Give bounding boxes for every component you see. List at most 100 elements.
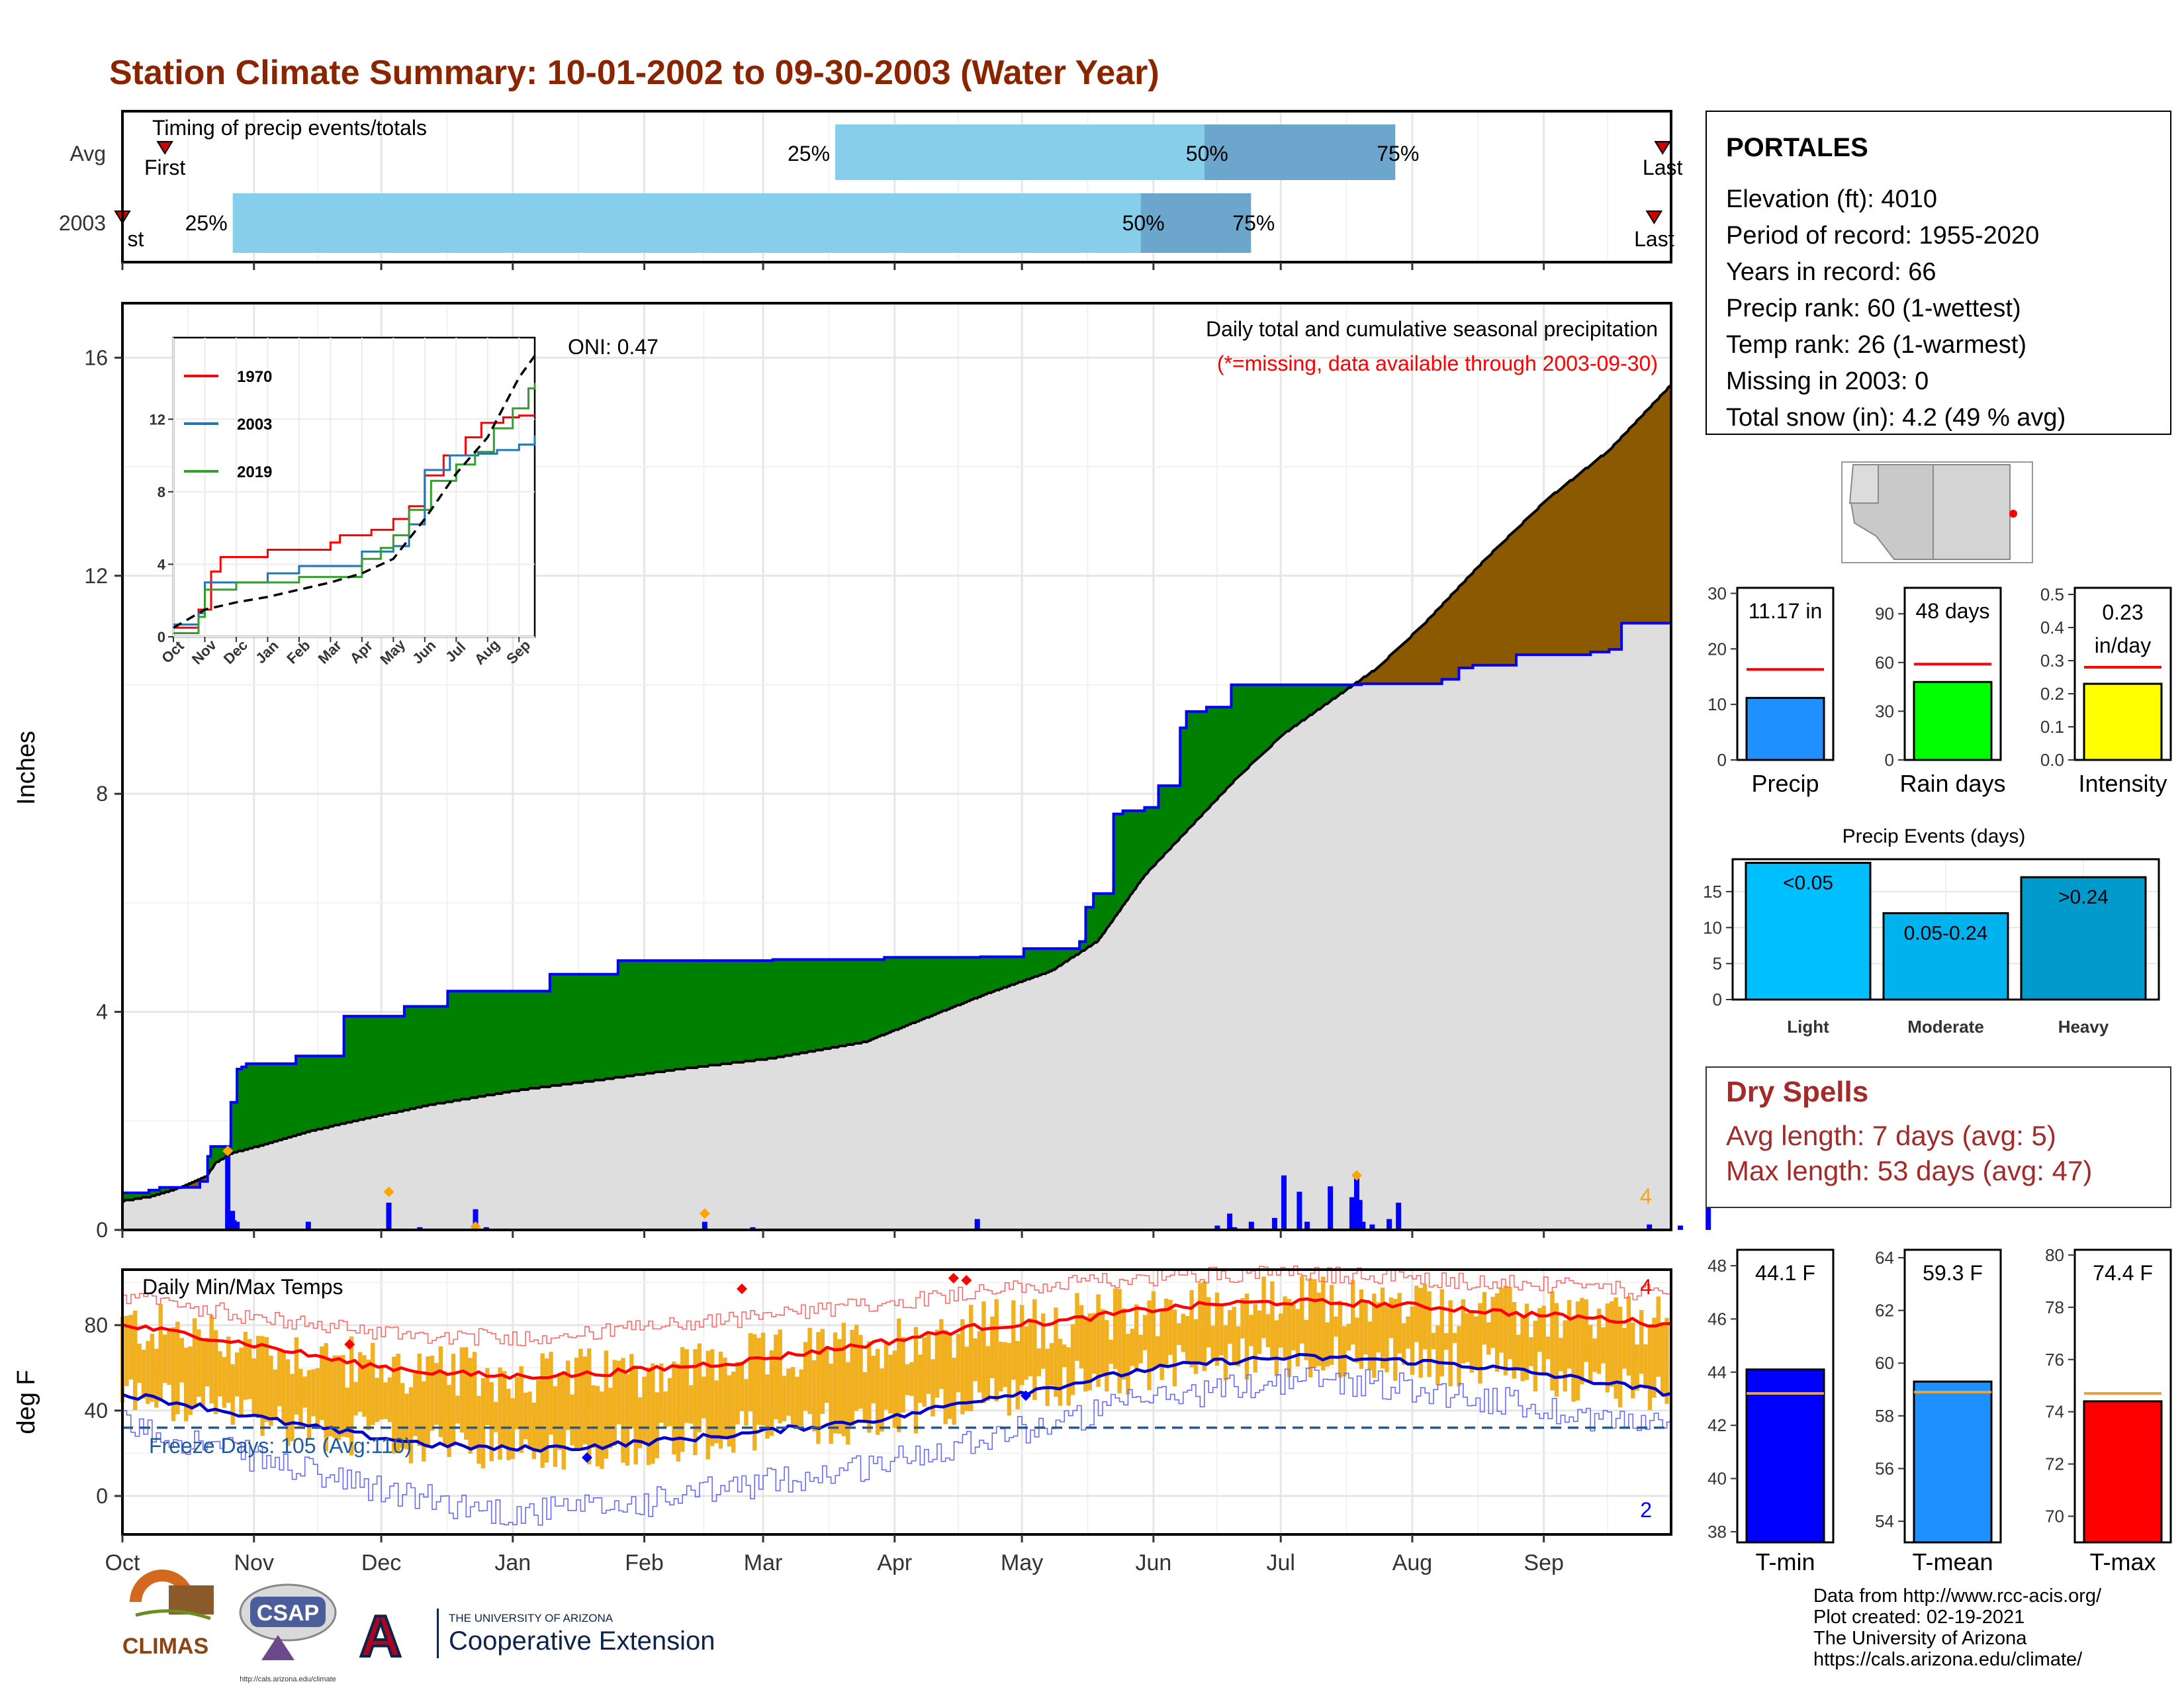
temp-daily-bar	[795, 1376, 799, 1427]
temp-daily-bar	[1066, 1347, 1071, 1406]
dry-spells-avg: Avg length: 7 days (avg: 5)	[1726, 1120, 2056, 1151]
temp-daily-bar	[1406, 1316, 1410, 1349]
metric-tick-label: 30	[1875, 701, 1894, 721]
timing-quantile-label: 25%	[185, 211, 228, 235]
ua-logo-divider	[437, 1609, 439, 1658]
temp-daily-bar	[973, 1338, 978, 1382]
temp-daily-bar	[171, 1327, 176, 1421]
temp-daily-bar	[455, 1395, 460, 1424]
temp-daily-bar	[633, 1366, 638, 1465]
temp-daily-bar	[1198, 1283, 1203, 1364]
temp-daily-bar	[1024, 1326, 1028, 1380]
timing-first-label: st	[128, 227, 144, 251]
temp-daily-bar	[981, 1301, 986, 1403]
events-category-label: Light	[1787, 1017, 1829, 1037]
temp-daily-bar	[1461, 1299, 1466, 1364]
precip-panel-subtitle: (*=missing, data available through 2003-…	[1217, 352, 1658, 375]
temp-daily-bar	[1567, 1299, 1572, 1369]
station-detail-line: Elevation (ft): 4010	[1726, 185, 1937, 213]
temp-daily-bar	[875, 1348, 880, 1435]
temp-daily-bar	[1439, 1289, 1445, 1377]
temp-daily-bar	[1512, 1302, 1516, 1379]
temp-lines	[122, 1265, 1672, 1526]
temp-daily-bar	[239, 1347, 244, 1418]
temp-daily-bar	[684, 1349, 689, 1423]
events-bar-label: >0.24	[2058, 886, 2109, 908]
temp-daily-bar	[697, 1343, 702, 1432]
temp-daily-bar	[867, 1341, 872, 1433]
temp-daily-bar	[1380, 1288, 1385, 1369]
daily-precip-bar	[1214, 1225, 1220, 1230]
temp-daily-bar	[489, 1382, 494, 1462]
temp-daily-bar	[998, 1341, 1003, 1391]
temp-daily-bar	[1087, 1313, 1092, 1391]
temp-daily-bar	[977, 1331, 982, 1393]
metric-value-label: 11.17 in	[1749, 599, 1823, 623]
temp-daily-bar	[565, 1360, 570, 1430]
temp-daily-bar	[672, 1361, 676, 1455]
daily-precip-bar	[417, 1227, 423, 1230]
avg-min-line	[122, 1352, 1672, 1453]
temp-daily-bar	[688, 1385, 694, 1424]
metric-name-label: Intensity	[2078, 770, 2167, 797]
temp-daily-bar	[1635, 1344, 1639, 1391]
temp-daily-bar	[510, 1398, 516, 1460]
metric-tick-label: 64	[1875, 1248, 1894, 1268]
temp-y-tick-label: 40	[84, 1399, 108, 1423]
temp-daily-bar	[1214, 1292, 1220, 1366]
temp-daily-bar	[527, 1391, 532, 1450]
month-label: Oct	[105, 1550, 140, 1575]
temp-daily-bar	[371, 1342, 375, 1425]
daily-precip-bar	[1304, 1221, 1310, 1230]
inset-frame	[172, 336, 536, 638]
temp-y-axis: 0 40 80	[84, 1313, 122, 1508]
temp-daily-bar	[1270, 1281, 1275, 1358]
metric-bar	[2083, 682, 2163, 761]
temp-daily-bar	[1100, 1309, 1105, 1374]
temp-daily-bar	[833, 1332, 838, 1434]
temp-daily-bar	[1172, 1309, 1177, 1387]
temp-daily-bar	[128, 1315, 134, 1380]
station-location-dot	[2009, 510, 2017, 518]
events-category-label: Moderate	[1907, 1017, 1984, 1037]
record-min-line	[122, 1366, 1671, 1526]
temp-daily-bar	[1503, 1286, 1508, 1376]
events-y-tick-label: 0	[1713, 990, 1722, 1009]
metric-bar	[2083, 1400, 2163, 1544]
temp-daily-bar	[1388, 1297, 1394, 1338]
temp-daily-bar	[383, 1382, 388, 1419]
metric-tick-label: 74	[2045, 1402, 2064, 1422]
temp-daily-bar	[1160, 1309, 1164, 1380]
temp-daily-bar	[570, 1394, 574, 1446]
metric-tick-label: 0.0	[2040, 750, 2064, 770]
daily-precip-bar	[234, 1221, 240, 1230]
temp-daily-bar	[1329, 1284, 1334, 1365]
metric-tick-label: 0.1	[2040, 717, 2064, 737]
timing-quantile-label: 75%	[1232, 211, 1275, 235]
temp-daily-bar	[897, 1318, 901, 1432]
temp-daily-bar	[1210, 1325, 1215, 1360]
temp-daily-bar	[1295, 1309, 1300, 1367]
temp-daily-bar	[1397, 1293, 1402, 1354]
temp-daily-bar	[328, 1360, 333, 1436]
csap-logo: CSAP http://cals.arizona.edu/climate	[239, 1583, 337, 1683]
temp-daily-bar	[1414, 1286, 1419, 1342]
temp-daily-bar	[985, 1346, 991, 1401]
temp-daily-bar	[459, 1347, 465, 1433]
temp-y-tick-label: 0	[96, 1484, 108, 1508]
temp-daily-bar	[1291, 1305, 1296, 1350]
temp-daily-bar	[1554, 1303, 1559, 1397]
temp-daily-bar	[375, 1378, 379, 1423]
metric-tick-label: 0.5	[2040, 585, 2064, 604]
temp-corner-bottom: 2	[1640, 1498, 1652, 1522]
temp-daily-bar	[366, 1359, 371, 1430]
temp-daily-bar	[1130, 1329, 1135, 1366]
month-label: Jun	[1135, 1550, 1171, 1575]
daily-precip-bar	[750, 1227, 756, 1230]
temp-daily-bar	[201, 1339, 206, 1407]
temp-daily-bar	[498, 1367, 502, 1460]
metric-bar	[1745, 696, 1825, 761]
temp-daily-bar	[1181, 1313, 1185, 1352]
temp-daily-bar	[637, 1397, 643, 1448]
credit-line: Data from http://www.rcc-acis.org/	[1813, 1585, 2102, 1607]
